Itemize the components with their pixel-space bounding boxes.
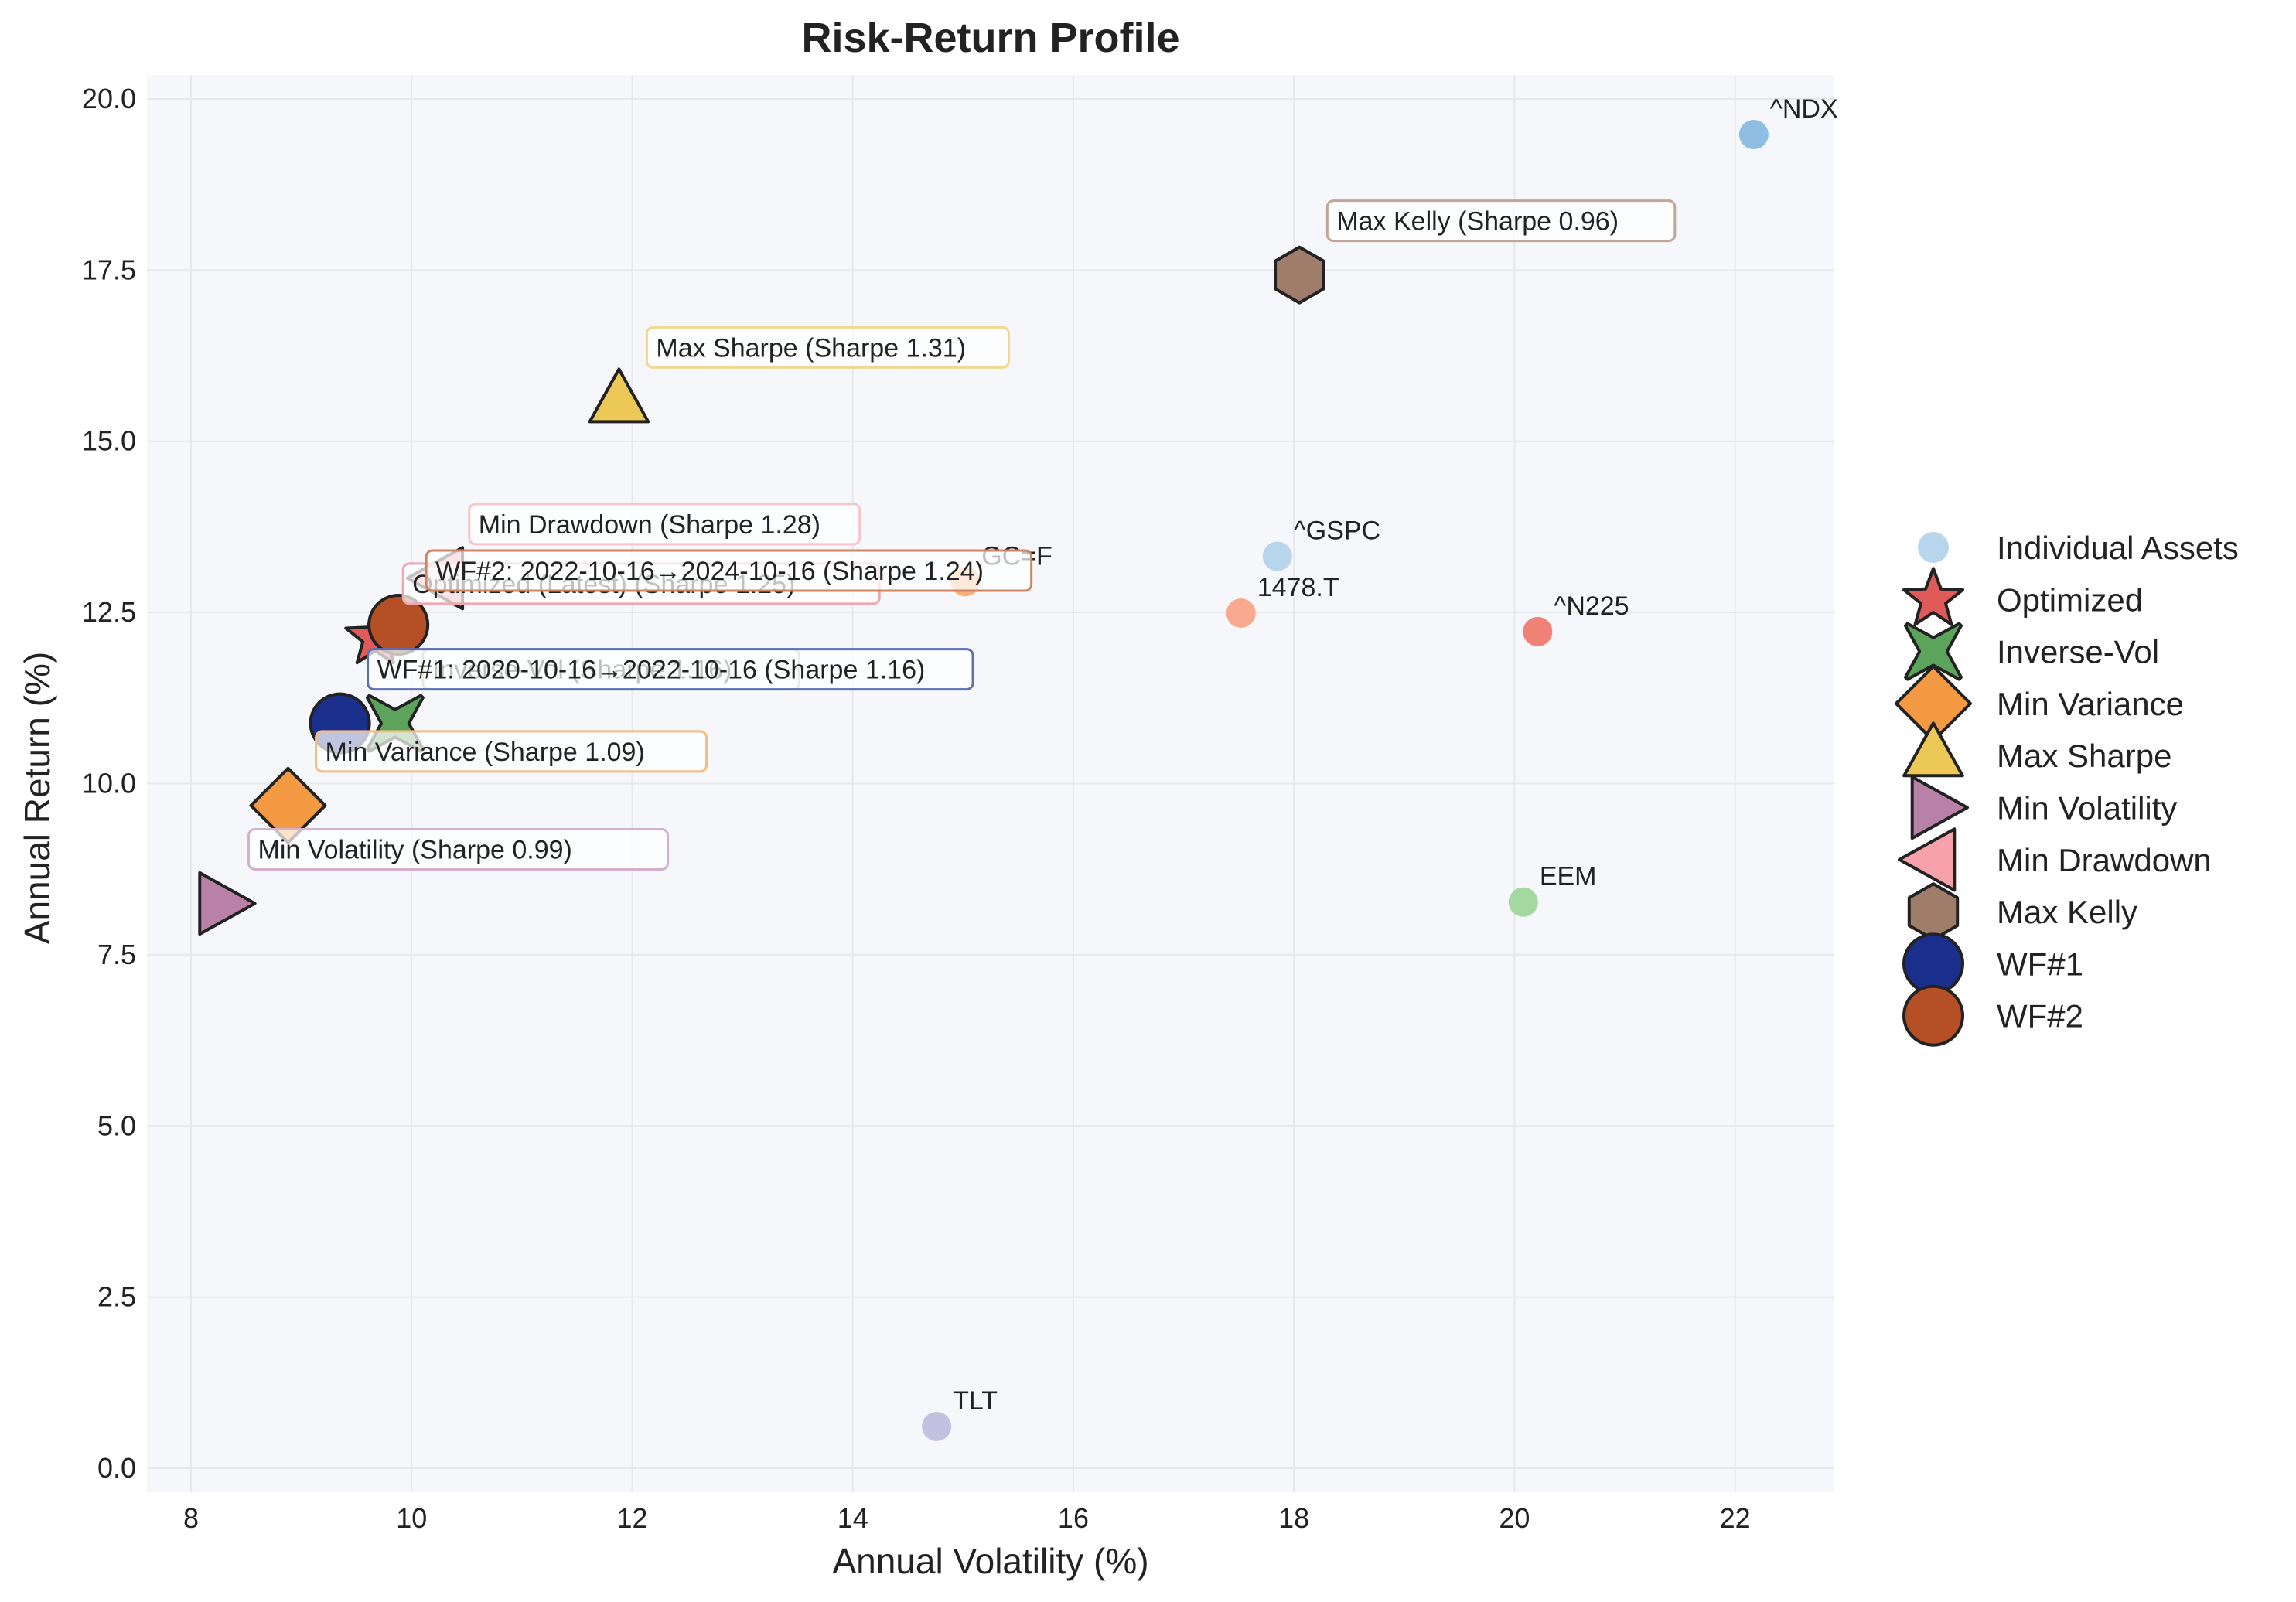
y-tick-label: 12.5 <box>82 596 136 628</box>
portfolio-annotations: Optimized (Latest) (Sharpe 1.25)Inverse-… <box>247 199 1677 871</box>
annotation-max-kelly: Max Kelly (Sharpe 0.96) <box>1325 199 1677 243</box>
asset-label-n225: ^N225 <box>1554 591 1629 621</box>
annotation-box <box>645 326 1010 369</box>
annotation-text: Max Sharpe (Sharpe 1.31) <box>656 333 966 363</box>
legend-marker-max-sharpe <box>1902 721 1964 778</box>
annotation-min-volatility: Min Volatility (Sharpe 0.99) <box>247 827 670 871</box>
portfolio-marker-max-sharpe <box>588 367 650 424</box>
legend-label: Max Kelly <box>1997 894 2137 930</box>
y-tick-label: 7.5 <box>97 939 136 970</box>
axis-ticks: 8 10 12 14 16 18 20 22 0.0 2.5 5.0 7.5 10.0 12.5 15.0 1… <box>82 83 1751 1534</box>
annotation-min-drawdown: Min Drawdown (Sharpe 1.28) <box>468 503 861 546</box>
legend-marker-optimized <box>1902 567 1964 626</box>
asset-label-eem: EEM <box>1540 862 1597 891</box>
portfolio-marker-max-kelly <box>1274 245 1325 305</box>
legend-marker-min-volatility <box>1910 775 1969 840</box>
annotation-box <box>1325 199 1677 243</box>
annotation-min-variance: Min Variance (Sharpe 1.09) <box>315 730 708 773</box>
annotation-text: Min Volatility (Sharpe 0.99) <box>258 835 572 864</box>
y-tick-label: 15.0 <box>82 425 136 457</box>
annotation-text: Min Variance (Sharpe 1.09) <box>326 738 645 767</box>
y-tick-label: 0.0 <box>97 1452 136 1484</box>
legend: Individual Assets Optimized Inverse-Vol Min… <box>1895 530 2239 1047</box>
legend-marker-max-kelly <box>1907 882 1960 942</box>
y-tick-label: 5.0 <box>97 1109 136 1141</box>
legend-marker-wf-1 <box>1902 932 1964 995</box>
asset-label-gspc: ^GSPC <box>1294 516 1380 546</box>
y-tick-label: 17.5 <box>82 254 136 285</box>
asset-label-1478-t: 1478.T <box>1257 573 1339 602</box>
legend-marker-inverse-vol <box>1904 622 1963 681</box>
annotation-box <box>247 827 670 871</box>
x-tick-label: 14 <box>838 1502 868 1534</box>
legend-label: Min Drawdown <box>1997 842 2212 878</box>
legend-marker-wf-2 <box>1902 984 1964 1047</box>
chart-title: Risk-Return Profile <box>801 15 1179 61</box>
asset-point-tlt <box>922 1411 952 1441</box>
x-tick-label: 18 <box>1278 1502 1309 1534</box>
x-tick-label: 16 <box>1058 1502 1089 1534</box>
annotation-text: Min Drawdown (Sharpe 1.28) <box>479 510 820 540</box>
legend-item-max-kelly: Max Kelly <box>1907 882 2137 942</box>
asset-point-gspc <box>1262 541 1292 571</box>
annotation-text: WF#1: 2020-10-16→2022-10-16 (Sharpe 1.16… <box>377 656 926 685</box>
portfolio-marker-min-volatility <box>198 871 257 936</box>
annotation-text: Max Kelly (Sharpe 0.96) <box>1336 207 1619 237</box>
asset-point-ndx <box>1738 120 1769 150</box>
asset-label-ndx: ^NDX <box>1770 94 1838 124</box>
legend-label: Min Volatility <box>1997 790 2177 827</box>
legend-item-wf-1: WF#1 <box>1902 932 2083 995</box>
legend-item-inverse-vol: Inverse-Vol <box>1904 622 2159 681</box>
annotation-box <box>367 648 974 691</box>
asset-point-eem <box>1508 887 1538 917</box>
x-axis-title: Annual Volatility (%) <box>832 1541 1148 1581</box>
annotation-wf-2: WF#2: 2022-10-16→2024-10-16 (Sharpe 1.24… <box>425 549 1033 592</box>
x-tick-label: 20 <box>1499 1502 1530 1534</box>
legend-item-optimized: Optimized <box>1902 567 2143 626</box>
legend-item-individual-assets: Individual Assets <box>1918 530 2239 566</box>
annotation-box <box>468 503 861 546</box>
x-tick-label: 22 <box>1720 1502 1751 1534</box>
asset-label-tlt: TLT <box>953 1386 998 1416</box>
annotation-wf-1: WF#1: 2020-10-16→2022-10-16 (Sharpe 1.16… <box>367 648 974 691</box>
legend-item-min-drawdown: Min Drawdown <box>1898 827 2212 892</box>
legend-label: Individual Assets <box>1997 530 2239 566</box>
y-tick-label: 10.0 <box>82 768 136 799</box>
legend-label: Optimized <box>1997 581 2143 618</box>
asset-point-n225 <box>1523 616 1553 646</box>
annotation-box <box>425 549 1033 592</box>
legend-label: WF#2 <box>1997 998 2083 1034</box>
grid <box>147 75 1834 1492</box>
legend-item-wf-2: WF#2 <box>1902 984 2083 1047</box>
x-tick-label: 12 <box>616 1502 647 1534</box>
legend-item-min-volatility: Min Volatility <box>1910 775 2177 840</box>
legend-marker-min-drawdown <box>1898 827 1957 892</box>
x-tick-label: 8 <box>183 1502 199 1534</box>
y-tick-label: 20.0 <box>82 83 136 114</box>
legend-label: Min Variance <box>1997 686 2184 722</box>
legend-marker-individual-assets <box>1918 532 1949 563</box>
annotation-text: WF#2: 2022-10-16→2024-10-16 (Sharpe 1.24… <box>435 557 984 586</box>
legend-item-min-variance: Min Variance <box>1895 664 2184 742</box>
asset-point-1478-t <box>1226 598 1256 629</box>
y-axis-title: Annual Return (%) <box>17 652 57 944</box>
x-tick-label: 10 <box>396 1502 427 1534</box>
annotation-max-sharpe: Max Sharpe (Sharpe 1.31) <box>645 326 1010 369</box>
y-tick-label: 2.5 <box>97 1281 136 1313</box>
legend-label: WF#1 <box>1997 946 2083 982</box>
legend-label: Inverse-Vol <box>1997 634 2159 670</box>
legend-label: Max Sharpe <box>1997 738 2171 774</box>
annotation-box <box>315 730 708 773</box>
legend-item-max-sharpe: Max Sharpe <box>1902 721 2171 778</box>
